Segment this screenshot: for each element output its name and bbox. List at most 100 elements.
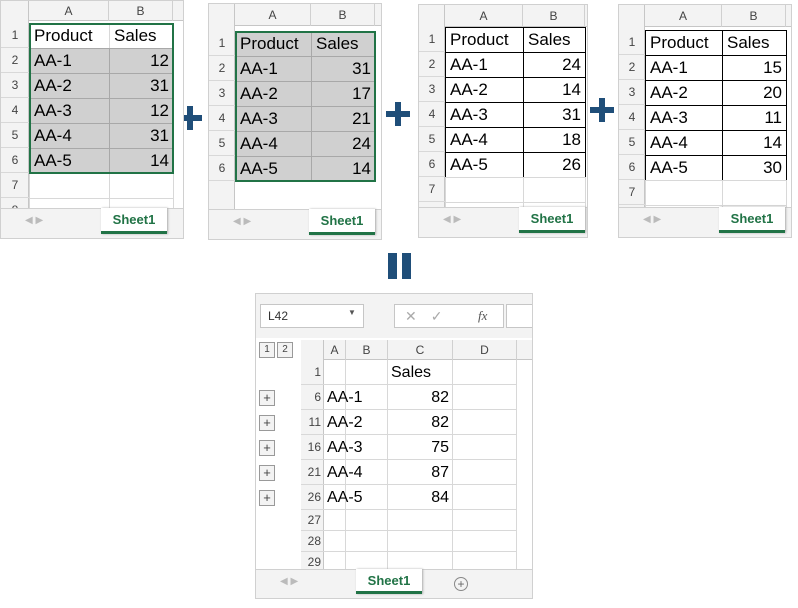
- sheet-tab[interactable]: Sheet1: [309, 209, 375, 235]
- row-header: 7: [619, 180, 645, 205]
- cell: AA-4: [324, 460, 363, 485]
- column-header-bar: [619, 5, 791, 27]
- column-header: A: [29, 1, 109, 21]
- cell: [523, 177, 586, 203]
- expand-button[interactable]: +: [259, 490, 275, 506]
- column-header: B: [523, 5, 585, 27]
- nav-arrows: ◀ ▶: [443, 214, 462, 225]
- column-header: C: [388, 340, 453, 360]
- row-header: 4: [619, 105, 645, 130]
- plus-icon: [590, 98, 614, 122]
- cell: [346, 410, 388, 435]
- cell: AA-3: [645, 105, 723, 131]
- cell: 11: [722, 105, 787, 131]
- row-header: 5: [619, 130, 645, 155]
- sheet-tab[interactable]: Sheet1: [101, 208, 167, 234]
- row-header: 3: [419, 77, 445, 102]
- cell: [346, 435, 388, 460]
- cell: [388, 510, 453, 531]
- row-header: 1: [301, 360, 324, 385]
- cell: [453, 460, 517, 485]
- cell: 24: [523, 52, 586, 78]
- cell: 26: [523, 152, 586, 178]
- nav-arrows: ◀ ▶: [25, 215, 44, 226]
- equals-icon: [388, 253, 411, 279]
- sheet-tab[interactable]: Sheet1: [719, 207, 785, 233]
- outline-level-button[interactable]: 1: [259, 342, 275, 358]
- column-header: D: [453, 340, 517, 360]
- sheet-tab[interactable]: Sheet1: [519, 207, 585, 233]
- cell: Sales: [523, 27, 586, 53]
- cell: 14: [311, 156, 376, 182]
- expand-button[interactable]: +: [259, 390, 275, 406]
- cell: [445, 177, 524, 203]
- row-header: 21: [301, 460, 324, 485]
- name-box[interactable]: L42: [260, 304, 364, 328]
- expand-button[interactable]: +: [259, 415, 275, 431]
- row-header: 6: [209, 156, 235, 181]
- cell: [346, 460, 388, 485]
- cell: 31: [109, 73, 174, 99]
- formula-input: [506, 304, 532, 328]
- cell: AA-4: [29, 123, 110, 149]
- row-header: 6: [419, 152, 445, 177]
- cell: 14: [722, 130, 787, 156]
- cell: AA-5: [445, 152, 524, 178]
- sheet-panel: A B 1 Product Sales 2 AA-1 12 3 AA-2 31 4 AA-3 12 5 AA-…: [0, 0, 184, 239]
- column-header: A: [235, 4, 311, 26]
- name-box-arrow: ▼: [348, 308, 356, 317]
- cell: [346, 360, 388, 385]
- cell: [109, 173, 174, 199]
- column-header: B: [722, 5, 786, 27]
- cell: [324, 531, 346, 552]
- row-header: 27: [301, 510, 324, 531]
- cell: 31: [109, 123, 174, 149]
- selection-border: [235, 31, 376, 182]
- cell: Product: [235, 31, 312, 57]
- cell: AA-1: [235, 56, 312, 82]
- cell: [453, 360, 517, 385]
- cell: Product: [645, 30, 723, 56]
- row-header: 11: [301, 410, 324, 435]
- row-header-bar: [209, 4, 235, 239]
- column-header-bar: [419, 5, 587, 27]
- cell: [453, 435, 517, 460]
- cell: [645, 180, 723, 206]
- cell: AA-4: [645, 130, 723, 156]
- outline-level-button[interactable]: 2: [277, 342, 293, 358]
- plus-icon: [178, 106, 202, 130]
- cell: 87: [388, 460, 453, 485]
- row-header: 3: [619, 80, 645, 105]
- sheet-tab[interactable]: Sheet1: [356, 569, 422, 594]
- cell: 18: [523, 127, 586, 153]
- row-header: 6: [1, 148, 29, 173]
- cell: 24: [311, 131, 376, 157]
- sheet-tab-bar: ◀ ▶ Sheet1: [419, 207, 587, 237]
- column-header: A: [324, 340, 346, 360]
- cell: AA-5: [324, 485, 363, 510]
- sheet-tab-bar: ◀ ▶ Sheet1: [619, 207, 791, 237]
- expand-button[interactable]: +: [259, 440, 275, 456]
- sheet-panel: A B 1 Product Sales 2 AA-1 24 3 AA-2 14 4 AA-3 31 5 AA-…: [418, 4, 588, 238]
- cell: AA-4: [235, 131, 312, 157]
- column-header-bar: [209, 4, 381, 26]
- sheet-panel: A B 1 Product Sales 2 AA-1 15 3 AA-2 20 4 AA-3 11 5 AA-…: [618, 4, 792, 238]
- row-header: 2: [1, 48, 29, 73]
- expand-button[interactable]: +: [259, 465, 275, 481]
- new-sheet-button[interactable]: +: [454, 577, 468, 591]
- nav-arrows: ◀ ▶: [233, 216, 252, 227]
- row-header-bar: [301, 340, 324, 570]
- cell: Sales: [388, 360, 453, 385]
- cell: AA-5: [29, 148, 110, 174]
- row-header: 4: [209, 106, 235, 131]
- row-header: 7: [419, 177, 445, 202]
- column-header-bar: [301, 340, 532, 360]
- cell: 15: [722, 55, 787, 81]
- sheet-panel: A B 1 Product Sales 2 AA-1 31 3 AA-2 17 4 AA-3 21 5 AA-…: [208, 3, 382, 240]
- cell: [346, 531, 388, 552]
- column-header: A: [445, 5, 523, 27]
- row-header: 1: [209, 31, 235, 56]
- row-header-bar: [619, 5, 645, 237]
- row-header: 26: [301, 485, 324, 510]
- row-header: 5: [1, 123, 29, 148]
